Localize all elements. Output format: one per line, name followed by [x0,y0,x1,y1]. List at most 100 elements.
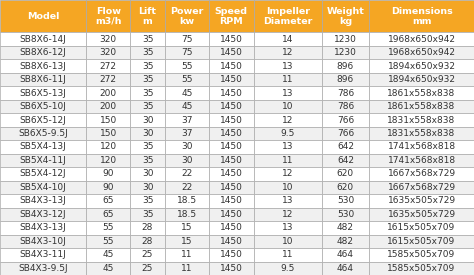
Text: 12: 12 [282,169,293,178]
Bar [86,46,130,59]
Bar [322,127,369,140]
Bar [369,46,474,59]
Text: 13: 13 [282,62,293,71]
Text: 45: 45 [181,89,192,98]
Bar [254,73,322,86]
Text: SB5X4-13J: SB5X4-13J [19,142,66,152]
Text: 35: 35 [142,89,153,98]
Text: 766: 766 [337,129,354,138]
Bar [86,154,130,167]
Bar [130,127,165,140]
Bar [0,46,86,59]
Text: SB5X4-11J: SB5X4-11J [19,156,66,165]
Text: SB6X5-13J: SB6X5-13J [19,89,66,98]
Text: 1450: 1450 [220,75,243,84]
Text: 35: 35 [142,35,153,44]
Bar [130,46,165,59]
Text: 30: 30 [181,142,193,152]
Bar [369,32,474,46]
Bar [165,46,209,59]
Bar [322,262,369,275]
Text: 1450: 1450 [220,250,243,259]
Bar [0,100,86,113]
Text: 15: 15 [181,237,193,246]
Text: SB8X6-12J: SB8X6-12J [19,48,66,57]
Bar [130,100,165,113]
Bar [369,167,474,181]
Bar [209,140,254,154]
Text: 896: 896 [337,62,354,71]
Text: Dimensions
mm: Dimensions mm [391,7,453,26]
Text: SB4X3-11J: SB4X3-11J [19,250,66,259]
Bar [322,46,369,59]
Text: SB6X5-9.5J: SB6X5-9.5J [18,129,68,138]
Text: 1741x568x818: 1741x568x818 [388,142,456,152]
Text: 22: 22 [182,183,192,192]
Text: 15: 15 [181,223,193,232]
Text: 35: 35 [142,142,153,152]
Bar [0,262,86,275]
Bar [86,194,130,208]
Text: 1230: 1230 [334,35,357,44]
Bar [0,73,86,86]
Text: SB4X3-10J: SB4X3-10J [19,237,66,246]
Text: 1968x650x942: 1968x650x942 [388,35,456,44]
Text: 200: 200 [100,89,117,98]
Text: 12: 12 [282,116,293,125]
Bar [86,32,130,46]
Bar [165,0,209,32]
Text: 1861x558x838: 1861x558x838 [387,89,456,98]
Bar [86,221,130,235]
Text: Weight
kg: Weight kg [327,7,365,26]
Text: SB4X3-12J: SB4X3-12J [19,210,66,219]
Text: 1450: 1450 [220,210,243,219]
Bar [254,100,322,113]
Bar [322,32,369,46]
Text: 18.5: 18.5 [177,196,197,205]
Bar [130,0,165,32]
Bar [369,113,474,127]
Bar [369,235,474,248]
Bar [254,221,322,235]
Text: 30: 30 [142,129,153,138]
Bar [86,167,130,181]
Bar [0,181,86,194]
Text: 1450: 1450 [220,237,243,246]
Text: 1667x568x729: 1667x568x729 [388,169,456,178]
Text: 150: 150 [100,116,117,125]
Text: 1585x505x709: 1585x505x709 [387,264,456,273]
Bar [209,0,254,32]
Bar [0,235,86,248]
Text: SB8X6-14J: SB8X6-14J [19,35,66,44]
Text: 90: 90 [102,169,114,178]
Text: 35: 35 [142,48,153,57]
Text: 10: 10 [282,237,293,246]
Text: 786: 786 [337,89,354,98]
Bar [369,73,474,86]
Text: 35: 35 [142,196,153,205]
Bar [369,140,474,154]
Text: 1450: 1450 [220,223,243,232]
Text: 1230: 1230 [334,48,357,57]
Bar [209,127,254,140]
Text: 272: 272 [100,75,117,84]
Bar [165,154,209,167]
Bar [369,221,474,235]
Text: 13: 13 [282,89,293,98]
Bar [209,86,254,100]
Text: 1741x568x818: 1741x568x818 [388,156,456,165]
Text: SB5X4-12J: SB5X4-12J [19,169,66,178]
Text: 11: 11 [282,156,293,165]
Text: 28: 28 [142,223,153,232]
Text: 55: 55 [102,223,114,232]
Text: 786: 786 [337,102,354,111]
Bar [130,59,165,73]
Text: 150: 150 [100,129,117,138]
Text: 1450: 1450 [220,35,243,44]
Text: Model: Model [27,12,59,21]
Text: 530: 530 [337,196,354,205]
Text: 75: 75 [181,48,193,57]
Text: 55: 55 [181,62,193,71]
Bar [165,262,209,275]
Text: 75: 75 [181,35,193,44]
